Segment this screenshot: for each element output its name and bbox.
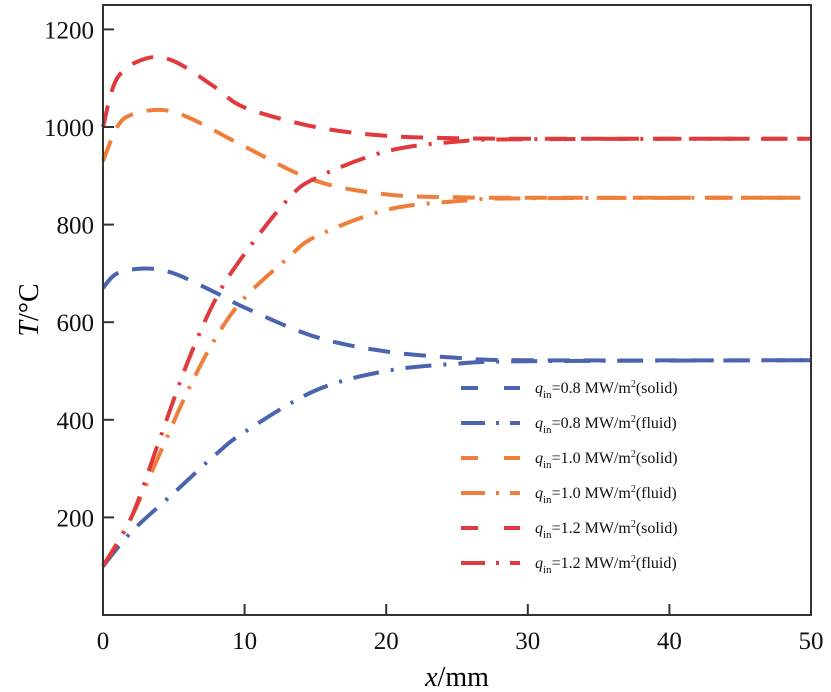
- y-axis-label: T/°C: [14, 283, 45, 336]
- legend-entry-1: qin=0.8 MW/m2(fluid): [535, 414, 677, 436]
- x-tick-label: 30: [515, 628, 540, 655]
- x-axis-label: x/mm: [424, 662, 489, 692]
- legend-entry-3: qin=1.0 MW/m2(fluid): [535, 484, 677, 506]
- legend-entry-2: qin=1.0 MW/m2(solid): [535, 449, 678, 471]
- x-tick-label: 0: [97, 628, 110, 655]
- x-tick-label: 10: [232, 628, 257, 655]
- legend-entry-0: qin=0.8 MW/m2(solid): [535, 379, 678, 401]
- legend-entry-5: qin=1.2 MW/m2(fluid): [535, 554, 677, 576]
- y-tick-label: 600: [57, 310, 95, 337]
- series-line-3: [101, 195, 812, 568]
- x-tick-label: 50: [799, 628, 824, 655]
- x-tick-label: 20: [374, 628, 399, 655]
- y-tick-label: 1000: [44, 115, 94, 142]
- y-tick-label: 800: [57, 213, 95, 240]
- series-line-4: [101, 54, 812, 141]
- plot-frame: [102, 4, 812, 616]
- x-tick-label: 40: [657, 628, 682, 655]
- legend-entry-4: qin=1.2 MW/m2(solid): [535, 519, 678, 541]
- series-line-2: [101, 107, 812, 200]
- y-tick-label: 400: [57, 408, 95, 435]
- y-tick-label: 1200: [44, 17, 94, 44]
- series-line-5: [101, 136, 812, 568]
- legend: qin=0.8 MW/m2(solid) qin=0.8 MW/m2(fluid)…: [461, 379, 678, 576]
- y-tick-label: 200: [57, 505, 95, 532]
- series-layer: [101, 54, 812, 568]
- series-line-1: [101, 358, 812, 568]
- ticks-layer: 0 10 20 30 40 50 200 400 600 800 1000 1200: [44, 17, 824, 655]
